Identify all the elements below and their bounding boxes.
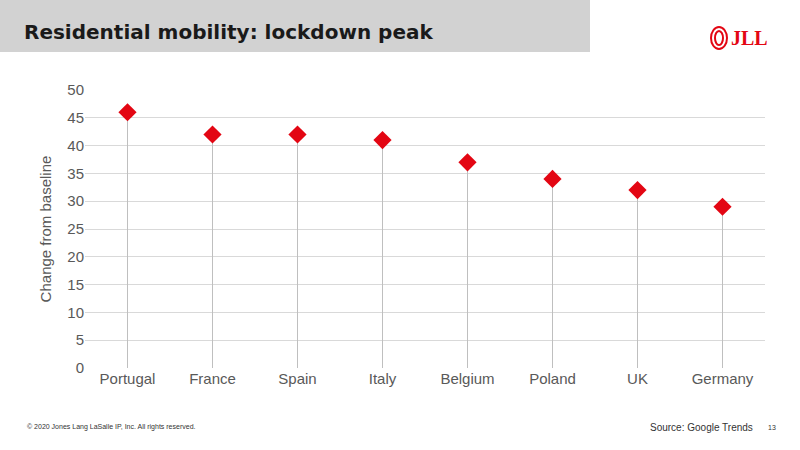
svg-text:30: 30	[67, 192, 84, 209]
svg-text:13: 13	[768, 424, 776, 431]
svg-text:UK: UK	[627, 370, 648, 387]
svg-text:15: 15	[67, 276, 84, 293]
svg-text:Change from baseline: Change from baseline	[37, 156, 54, 303]
svg-text:© 2020 Jones Lang LaSalle IP,: © 2020 Jones Lang LaSalle IP, Inc. All r…	[27, 423, 196, 431]
svg-text:45: 45	[67, 109, 84, 126]
svg-text:Italy: Italy	[369, 370, 397, 387]
svg-text:Belgium: Belgium	[440, 370, 494, 387]
svg-text:Poland: Poland	[529, 370, 576, 387]
svg-text:JLL: JLL	[731, 27, 768, 49]
svg-text:25: 25	[67, 220, 84, 237]
svg-text:Portugal: Portugal	[100, 370, 156, 387]
svg-text:35: 35	[67, 165, 84, 182]
svg-text:Residential mobility: lockdown: Residential mobility: lockdown peak	[24, 20, 433, 44]
svg-text:Germany: Germany	[692, 370, 754, 387]
svg-text:5: 5	[76, 331, 84, 348]
svg-text:France: France	[189, 370, 236, 387]
svg-text:Spain: Spain	[278, 370, 316, 387]
svg-text:10: 10	[67, 304, 84, 321]
svg-text:40: 40	[67, 137, 84, 154]
svg-text:Source: Google Trends: Source: Google Trends	[650, 422, 753, 433]
svg-text:0: 0	[76, 359, 84, 376]
svg-text:50: 50	[67, 81, 84, 98]
svg-text:20: 20	[67, 248, 84, 265]
